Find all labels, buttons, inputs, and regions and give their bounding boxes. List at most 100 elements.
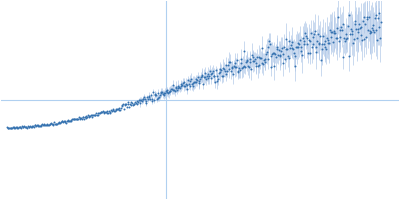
Point: [307, 52, 314, 55]
Point: [286, 56, 292, 59]
Point: [178, 84, 185, 88]
Point: [128, 103, 134, 107]
Point: [229, 67, 236, 70]
Point: [52, 122, 58, 125]
Point: [143, 100, 150, 103]
Point: [345, 25, 351, 28]
Point: [340, 55, 347, 58]
Point: [283, 37, 290, 40]
Point: [349, 32, 356, 36]
Point: [78, 117, 85, 120]
Point: [302, 32, 308, 35]
Point: [312, 30, 318, 33]
Point: [95, 112, 102, 115]
Point: [370, 28, 376, 31]
Point: [6, 126, 12, 129]
Point: [324, 36, 330, 39]
Point: [157, 91, 164, 94]
Point: [123, 103, 129, 106]
Point: [93, 111, 99, 114]
Point: [130, 104, 136, 107]
Point: [299, 54, 305, 57]
Point: [181, 85, 188, 88]
Point: [324, 41, 331, 44]
Point: [182, 85, 188, 88]
Point: [204, 77, 211, 80]
Point: [108, 108, 114, 111]
Point: [357, 27, 363, 30]
Point: [98, 111, 104, 114]
Point: [105, 112, 111, 115]
Point: [366, 16, 372, 19]
Point: [125, 100, 132, 104]
Point: [113, 107, 120, 111]
Point: [280, 62, 287, 65]
Point: [373, 29, 380, 32]
Point: [79, 116, 86, 119]
Point: [74, 118, 80, 121]
Point: [48, 122, 54, 125]
Point: [168, 87, 174, 90]
Point: [228, 69, 234, 72]
Point: [184, 83, 190, 86]
Point: [204, 74, 210, 78]
Point: [364, 17, 371, 20]
Point: [133, 99, 140, 102]
Point: [281, 45, 288, 48]
Point: [111, 109, 117, 112]
Point: [154, 91, 161, 94]
Point: [19, 125, 26, 129]
Point: [7, 126, 13, 130]
Point: [58, 120, 65, 123]
Point: [316, 43, 323, 46]
Point: [273, 56, 279, 59]
Point: [149, 99, 156, 102]
Point: [227, 60, 234, 63]
Point: [192, 80, 198, 84]
Point: [255, 64, 261, 67]
Point: [362, 22, 368, 26]
Point: [54, 122, 60, 125]
Point: [328, 36, 334, 39]
Point: [304, 36, 311, 39]
Point: [22, 125, 28, 129]
Point: [375, 16, 381, 19]
Point: [130, 103, 137, 106]
Point: [252, 57, 258, 60]
Point: [100, 110, 107, 114]
Point: [166, 91, 172, 94]
Point: [234, 59, 240, 62]
Point: [16, 125, 22, 129]
Point: [131, 103, 138, 106]
Point: [30, 125, 36, 128]
Point: [10, 126, 16, 129]
Point: [315, 32, 321, 35]
Point: [219, 74, 225, 77]
Point: [217, 71, 224, 74]
Point: [276, 49, 282, 52]
Point: [39, 122, 45, 126]
Point: [311, 32, 317, 36]
Point: [231, 64, 237, 68]
Point: [172, 90, 178, 93]
Point: [242, 65, 248, 68]
Point: [317, 34, 323, 37]
Point: [334, 37, 340, 40]
Point: [161, 94, 168, 97]
Point: [8, 126, 14, 129]
Point: [220, 66, 227, 69]
Point: [136, 99, 143, 102]
Point: [205, 73, 212, 76]
Point: [186, 80, 193, 83]
Point: [172, 87, 179, 90]
Point: [368, 31, 374, 34]
Point: [85, 115, 92, 118]
Point: [232, 66, 239, 69]
Point: [160, 92, 166, 96]
Point: [176, 86, 182, 89]
Point: [91, 114, 98, 117]
Point: [185, 79, 192, 82]
Point: [358, 33, 364, 36]
Point: [371, 31, 377, 34]
Point: [174, 88, 180, 91]
